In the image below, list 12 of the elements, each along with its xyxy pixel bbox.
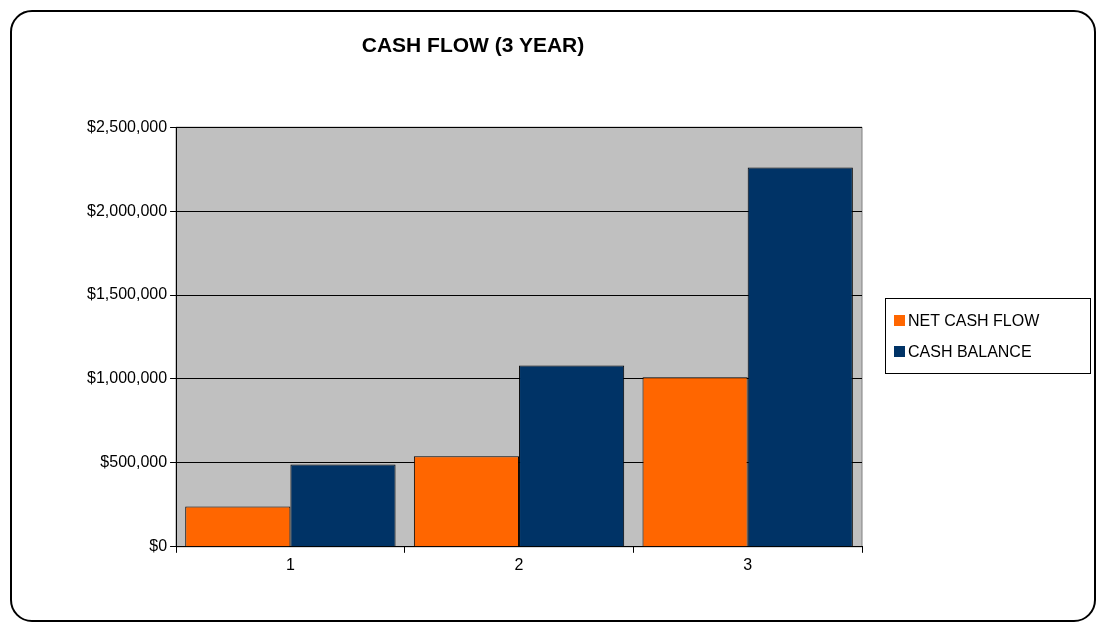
legend-label: NET CASH FLOW	[908, 311, 1040, 330]
x-tick-label: 2	[514, 555, 524, 573]
y-tick-label: $0	[149, 537, 168, 555]
x-tick-label: 3	[743, 555, 753, 573]
y-tick-label: $2,500,000	[87, 117, 168, 135]
y-tick-label: $2,000,000	[87, 201, 168, 219]
x-tick-label: 1	[285, 555, 295, 573]
y-tick-label: $500,000	[100, 453, 168, 471]
legend-label: CASH BALANCE	[908, 342, 1032, 361]
y-tick-label: $1,500,000	[87, 285, 168, 303]
chart-title: CASH FLOW (3 YEAR)	[361, 33, 585, 57]
y-tick-label: $1,000,000	[87, 369, 168, 387]
